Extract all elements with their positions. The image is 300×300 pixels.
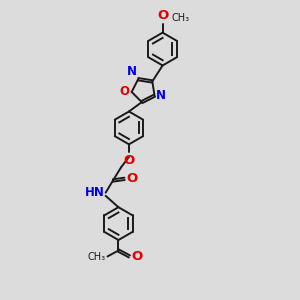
Text: O: O [131,250,143,263]
Text: O: O [123,154,135,167]
Text: CH₃: CH₃ [87,252,105,262]
Text: O: O [158,9,169,22]
Text: O: O [119,85,130,98]
Text: CH₃: CH₃ [172,13,190,22]
Text: HN: HN [85,186,104,199]
Text: N: N [156,89,166,102]
Text: O: O [126,172,137,185]
Text: N: N [127,65,137,78]
